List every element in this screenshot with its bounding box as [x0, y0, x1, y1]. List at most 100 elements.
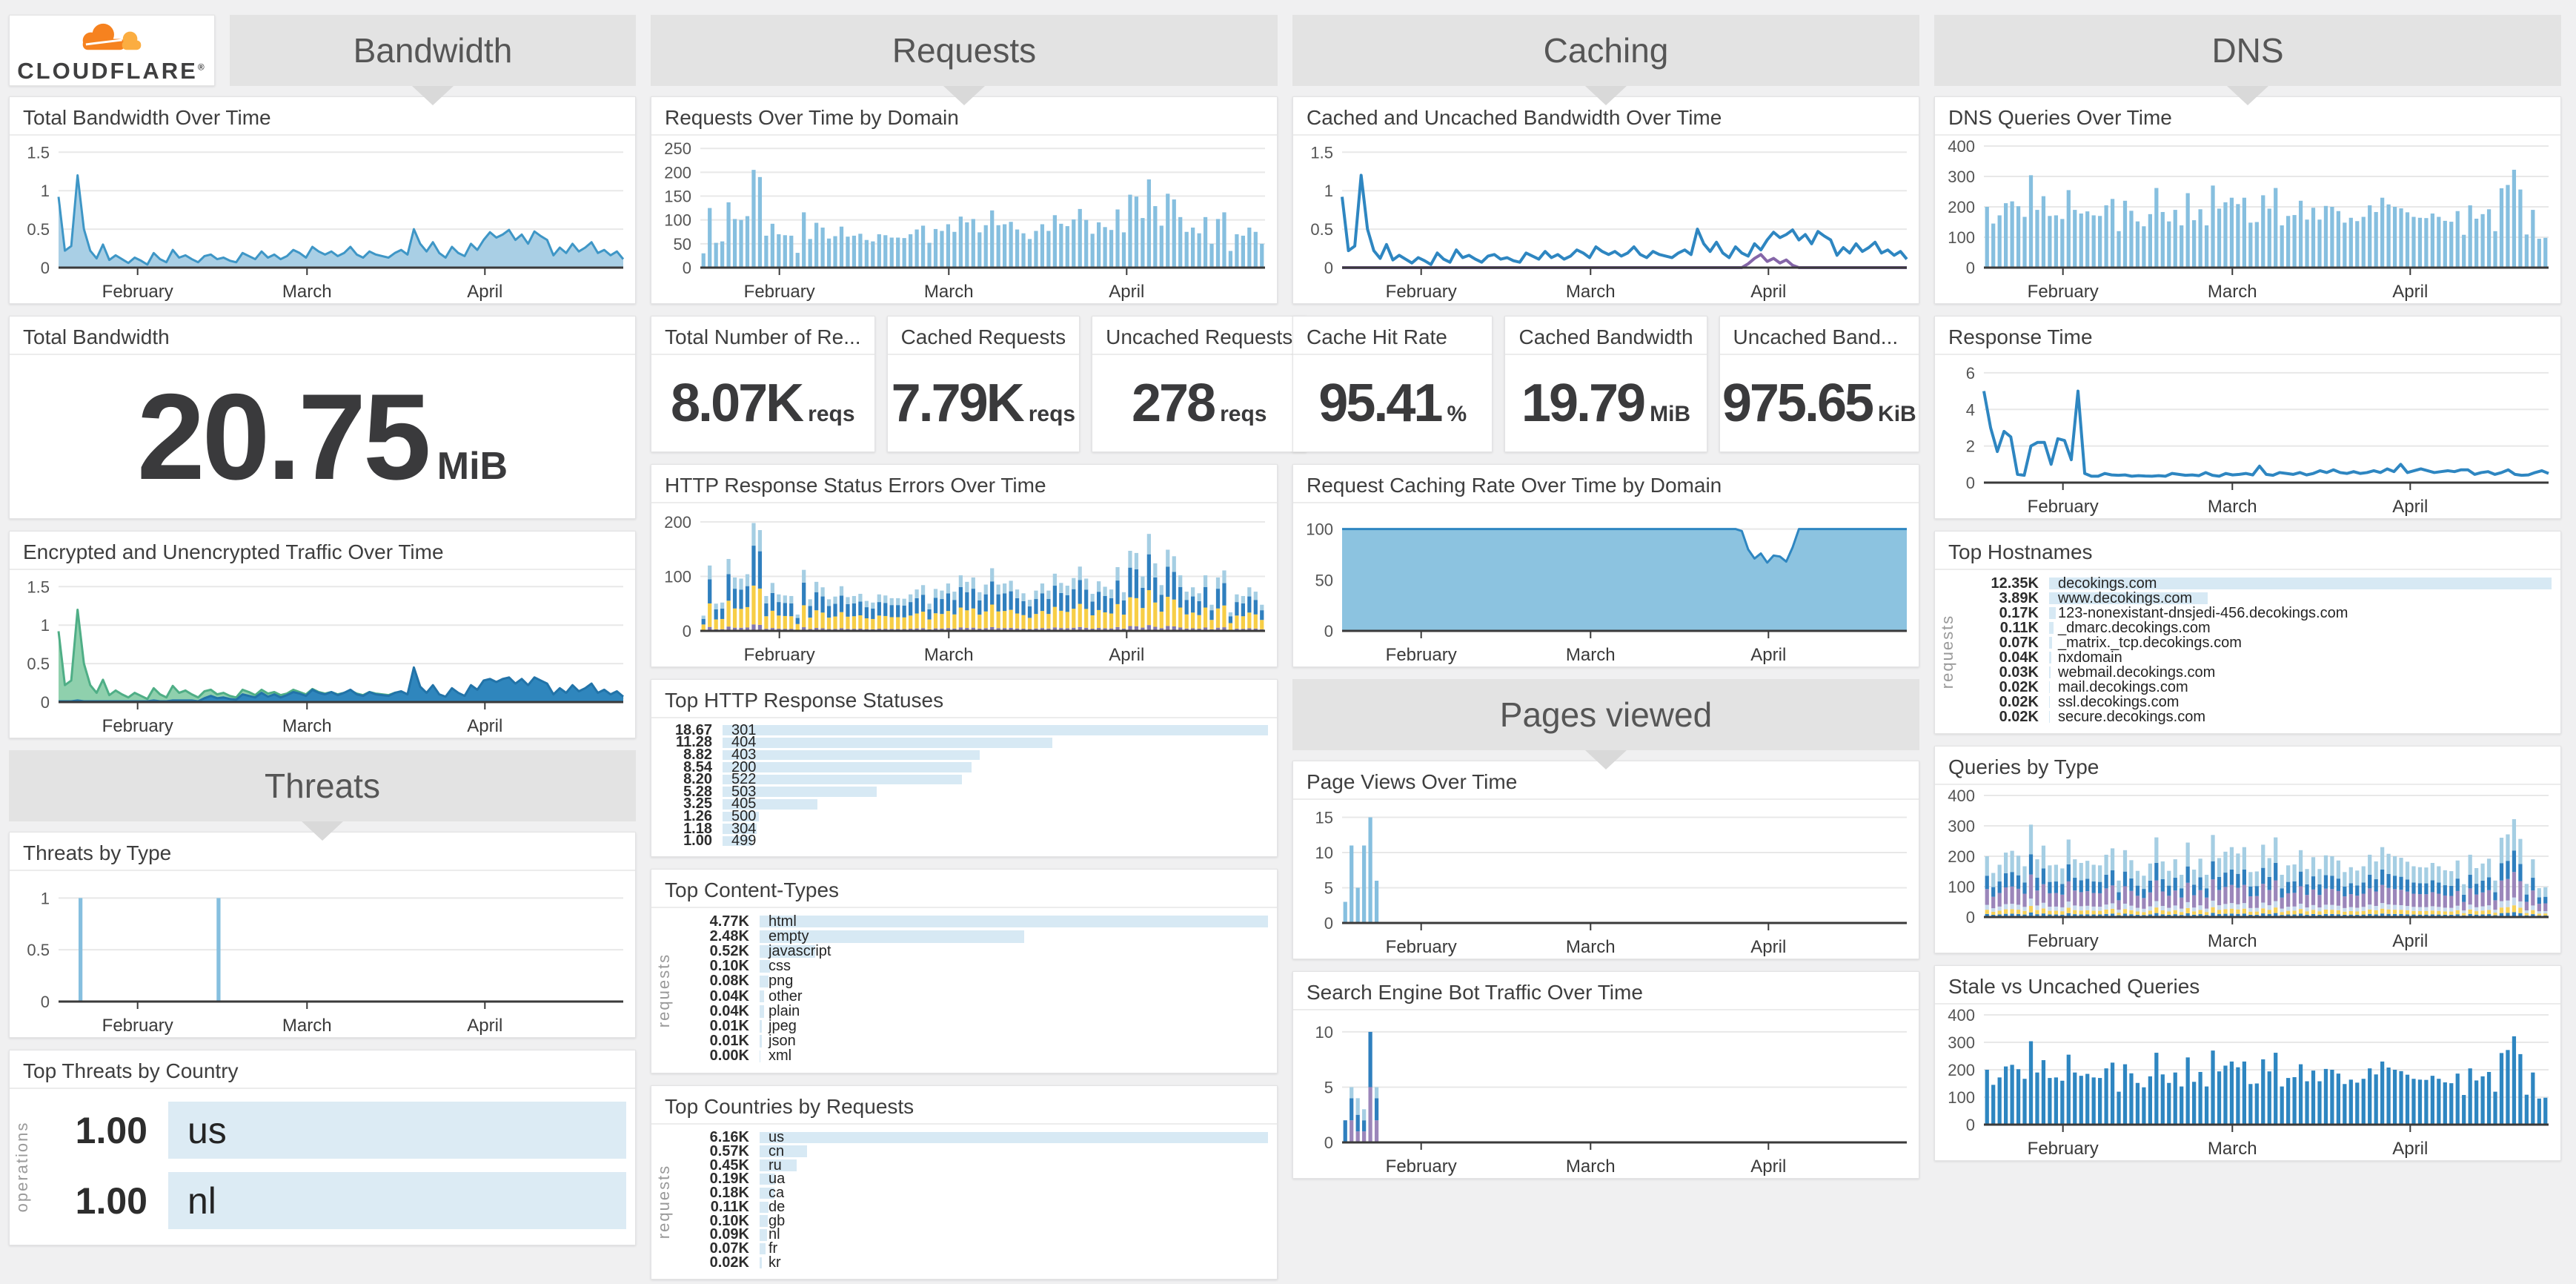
svg-text:February: February — [102, 282, 173, 302]
hbar-row-403[interactable]: 8.82 403 — [657, 746, 1268, 763]
svg-text:April: April — [467, 716, 502, 736]
hbar-row-301[interactable]: 18.67 301 — [657, 722, 1268, 738]
svg-text:5: 5 — [1324, 879, 1333, 898]
hbar-row-405[interactable]: 3.25 405 — [657, 795, 1268, 812]
section-title: Bandwidth — [353, 31, 513, 70]
hbar-row-ru[interactable]: 0.45K ru — [678, 1157, 1268, 1174]
card-requests-over-time: Requests Over Time by Domain 0 50 100 150 20… — [651, 96, 1278, 304]
hbar-row-mail.decokings.com[interactable]: 0.02K mail.decokings.com — [1962, 678, 2552, 695]
hbar-row-www.decokings.com[interactable]: 3.89K www.decokings.com — [1962, 589, 2552, 606]
hbar-row-ssl.decokings.com[interactable]: 0.02K ssl.decokings.com — [1962, 694, 2552, 710]
svg-text:February: February — [2028, 282, 2099, 302]
svg-text:1.5: 1.5 — [1310, 143, 1333, 162]
svg-text:0.5: 0.5 — [1310, 220, 1333, 239]
hbar-bar — [723, 824, 757, 834]
hbar-row-304[interactable]: 1.18 304 — [657, 821, 1268, 837]
hbar-label: secure.decokings.com — [2058, 708, 2205, 725]
hbar-row-other[interactable]: 0.04K other — [678, 987, 1268, 1005]
card-title: Cache Hit Rate — [1293, 317, 1493, 355]
hbar-row-500[interactable]: 1.26 500 — [657, 807, 1268, 824]
hbar-value: 3.89K — [1999, 589, 2039, 606]
hbar-row-png[interactable]: 0.08K png — [678, 973, 1268, 989]
hbar-row-css[interactable]: 0.10K css — [678, 958, 1268, 974]
hbar-row-200[interactable]: 8.54 200 — [657, 759, 1268, 775]
hbar-row-secure.decokings.com[interactable]: 0.02K secure.decokings.com — [1962, 708, 2552, 725]
hbar-row-nl[interactable]: 1.00 nl — [36, 1165, 626, 1236]
hbar-row-522[interactable]: 8.20 522 — [657, 771, 1268, 788]
bandwidth-header-row: CLOUDFLARE® Bandwidth — [9, 15, 636, 86]
svg-text:March: March — [924, 645, 974, 665]
stat-cache-hit-rate: 95.41% — [1318, 374, 1467, 433]
bot-traffic-chart[interactable]: 0 5 10 February March April — [1293, 1010, 1919, 1178]
svg-text:April: April — [1109, 645, 1144, 665]
hbar-row-fr[interactable]: 0.07K fr — [678, 1240, 1268, 1257]
hbar-row-503[interactable]: 5.28 503 — [657, 784, 1268, 800]
encrypted-traffic-chart[interactable]: 0 0.5 1 1.5 February March April — [10, 570, 635, 738]
card-title: HTTP Response Status Errors Over Time — [651, 465, 1277, 503]
card-top-hostnames: Top Hostnames requests 12.35K decokings.co… — [1934, 531, 2561, 734]
response-time-chart[interactable]: 0 2 4 6 February March April — [1935, 355, 2560, 518]
requests-over-time-chart[interactable]: 0 50 100 150 200 250 February March April — [651, 136, 1277, 303]
card-top-countries: Top Countries by Requests requests 6.16K u… — [651, 1085, 1278, 1280]
hbar-row-xml[interactable]: 0.00K xml — [678, 1048, 1268, 1064]
hbar-row-json[interactable]: 0.01K json — [678, 1033, 1268, 1049]
hbar-label: mail.decokings.com — [2058, 678, 2188, 695]
hbar-row-nl[interactable]: 0.09K nl — [678, 1226, 1268, 1242]
hbar-bar — [760, 1243, 766, 1255]
card-cached-requests: Cached Requests 7.79K reqs — [886, 316, 1080, 452]
hbar-row-nxdomain[interactable]: 0.04K nxdomain — [1962, 649, 2552, 666]
hbar-row-us[interactable]: 1.00 us — [36, 1095, 626, 1165]
svg-text:April: April — [1750, 282, 1786, 302]
hbar-row-gb[interactable]: 0.10K gb — [678, 1213, 1268, 1229]
threats-by-type-chart[interactable]: 0 0.5 1 February March April — [10, 871, 635, 1037]
cloudflare-logo: CLOUDFLARE® — [9, 15, 215, 86]
card-bot-traffic: Search Engine Bot Traffic Over Time 0 5 10… — [1292, 971, 1919, 1179]
top-content-types-list: requests 4.77K html 2.48K empty 0.52K javascri… — [651, 908, 1277, 1073]
hbar-row-webmail.decokings.com[interactable]: 0.03K webmail.decokings.com — [1962, 664, 2552, 681]
page-views-chart[interactable]: 0 5 10 15 February March April — [1293, 800, 1919, 959]
hbar-row-de[interactable]: 0.11K de — [678, 1199, 1268, 1215]
hbar-row-404[interactable]: 11.28 404 — [657, 734, 1268, 750]
hbar-row-jpeg[interactable]: 0.01K jpeg — [678, 1018, 1268, 1034]
requests-stats-row: Total Number of Re... 8.07K reqs Cached R… — [651, 316, 1307, 452]
hbar-bar — [760, 915, 1268, 928]
svg-text:March: March — [1566, 645, 1616, 665]
hbar-bar — [760, 1131, 1268, 1144]
queries-by-type-chart[interactable]: 0 100 200 300 400 February March April — [1935, 785, 2560, 953]
card-title: Stale vs Uncached Queries — [1935, 966, 2560, 1005]
svg-text:300: 300 — [1948, 817, 1975, 835]
http-errors-chart[interactable]: 0 100 200 February March April — [651, 503, 1277, 666]
hbar-row-ua[interactable]: 0.19K ua — [678, 1171, 1268, 1187]
hbar-row-javascript[interactable]: 0.52K javascript — [678, 943, 1268, 959]
dns-queries-chart[interactable]: 0 100 200 300 400 February March April — [1935, 136, 2560, 303]
hbar-row-kr[interactable]: 0.02K kr — [678, 1254, 1268, 1271]
y-axis-label: requests — [654, 953, 673, 1028]
hbar-row-us[interactable]: 6.16K us — [678, 1129, 1268, 1145]
svg-text:10: 10 — [1315, 844, 1333, 862]
section-header-pages-viewed: Pages viewed — [1292, 679, 1919, 750]
cached-bandwidth-chart[interactable]: 0 0.5 1 1.5 February March April — [1293, 136, 1919, 303]
section-title: Threats — [265, 767, 380, 805]
hbar-label: other — [769, 987, 803, 1005]
hbar-row-ca[interactable]: 0.18K ca — [678, 1185, 1268, 1201]
hbar-value: 8.20 — [683, 771, 712, 788]
hbar-value: 12.35K — [1991, 575, 2039, 592]
card-uncached-requests: Uncached Requests 278 reqs — [1092, 316, 1307, 452]
hbar-row-123-nonexistant-dnsjedi-456.decokings.com[interactable]: 0.17K 123-nonexistant-dnsjedi-456.decokin… — [1962, 605, 2552, 621]
hbar-row-cn[interactable]: 0.57K cn — [678, 1143, 1268, 1159]
hbar-row-_matrix._tcp.decokings.com[interactable]: 0.07K _matrix._tcp.decokings.com — [1962, 635, 2552, 651]
hbar-row-plain[interactable]: 0.04K plain — [678, 1003, 1268, 1019]
hbar-value: 8.82 — [683, 746, 712, 763]
caching-rate-chart[interactable]: 0 50 100 February March April — [1293, 503, 1919, 666]
stale-vs-uncached-chart[interactable]: 0 100 200 300 400 February March April — [1935, 1005, 2560, 1160]
hbar-row-499[interactable]: 1.00 499 — [657, 833, 1268, 849]
card-total-bandwidth-stat: Total Bandwidth 20.75 MiB — [9, 316, 636, 519]
hbar-row-_dmarc.decokings.com[interactable]: 0.11K _dmarc.decokings.com — [1962, 620, 2552, 636]
total-bandwidth-over-time-chart[interactable]: 0 0.5 1 1.5 February March April — [10, 136, 635, 303]
hbar-row-html[interactable]: 4.77K html — [678, 913, 1268, 930]
hbar-row-decokings.com[interactable]: 12.35K decokings.com — [1962, 575, 2552, 592]
card-title: Uncached Band... — [1719, 317, 1919, 355]
hbar-row-empty[interactable]: 2.48K empty — [678, 928, 1268, 944]
hbar-value: 1.26 — [683, 807, 712, 824]
